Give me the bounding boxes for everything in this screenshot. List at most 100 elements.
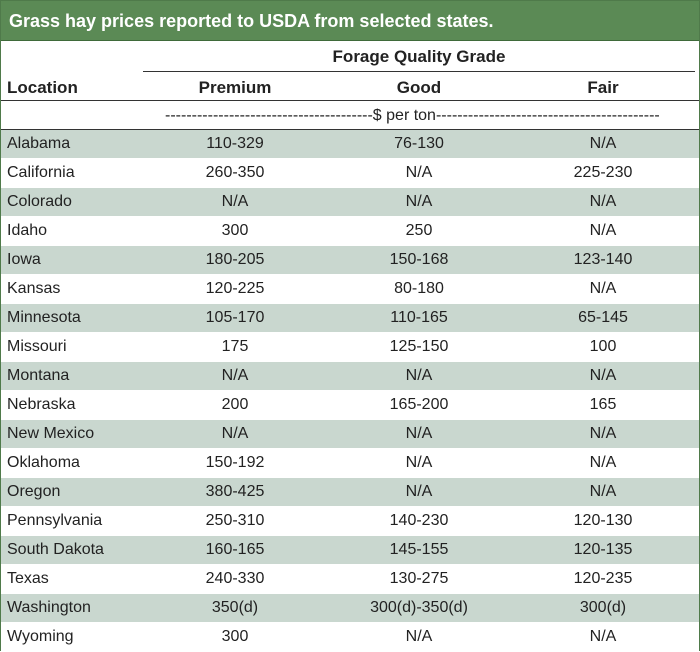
cell-location: Wyoming xyxy=(7,628,74,645)
cell-premium: N/A xyxy=(221,367,249,384)
table-row: California 260-350 N/A 225-230 xyxy=(1,159,699,188)
cell-fair: 300(d) xyxy=(579,599,627,616)
table-row: Kansas 120-225 80-180 N/A xyxy=(1,275,699,304)
cell-location: Missouri xyxy=(7,338,67,355)
cell-good: 300(d)-350(d) xyxy=(370,599,468,616)
cell-location: Oregon xyxy=(7,483,61,500)
group-header: Forage Quality Grade xyxy=(332,47,506,66)
cell-good: 80-180 xyxy=(394,280,444,297)
cell-location: California xyxy=(7,164,75,181)
cell-fair: 100 xyxy=(589,338,617,355)
table-row: Minnesota 105-170 110-165 65-145 xyxy=(1,304,699,333)
cell-good: 110-165 xyxy=(390,309,448,326)
cell-fair: 120-135 xyxy=(573,541,633,558)
cell-fair: 225-230 xyxy=(573,164,633,181)
cell-good: N/A xyxy=(405,483,433,500)
cell-location: Nebraska xyxy=(7,396,76,413)
cell-fair: 123-140 xyxy=(573,251,633,268)
column-header-good: Good xyxy=(396,78,442,97)
cell-premium: 200 xyxy=(221,396,249,413)
cell-fair: 120-130 xyxy=(573,512,633,529)
cell-premium: 150-192 xyxy=(205,454,265,471)
column-header-premium: Premium xyxy=(198,78,272,97)
table-row: Oregon 380-425 N/A N/A xyxy=(1,478,699,507)
cell-premium: 120-225 xyxy=(205,280,265,297)
table-row: Idaho 300 250 N/A xyxy=(1,217,699,246)
cell-premium: 250-310 xyxy=(205,512,265,529)
table-title: Grass hay prices reported to USDA from s… xyxy=(1,1,699,41)
table-row: New Mexico N/A N/A N/A xyxy=(1,420,699,449)
cell-good: 140-230 xyxy=(389,512,449,529)
table-row: Colorado N/A N/A N/A xyxy=(1,188,699,217)
table-row: Alabama 110-329 76-130 N/A xyxy=(1,130,699,159)
cell-premium: 350(d) xyxy=(211,599,259,616)
cell-premium: 260-350 xyxy=(205,164,265,181)
table-row: Missouri 175 125-150 100 xyxy=(1,333,699,362)
cell-location: Oklahoma xyxy=(7,454,80,471)
cell-fair: N/A xyxy=(589,193,617,210)
table-header: Forage Quality Grade Location Premium Go… xyxy=(1,41,699,101)
table-row: Wyoming 300 N/A N/A xyxy=(1,623,699,652)
cell-location: Idaho xyxy=(7,222,48,239)
cell-premium: 380-425 xyxy=(205,483,265,500)
cell-location: Washington xyxy=(7,599,91,616)
table-row: Washington 350(d) 300(d)-350(d) 300(d) xyxy=(1,594,699,623)
cell-good: 165-200 xyxy=(389,396,449,413)
table-row: Pennsylvania 250-310 140-230 120-130 xyxy=(1,507,699,536)
table-row: Oklahoma 150-192 N/A N/A xyxy=(1,449,699,478)
cell-premium: 240-330 xyxy=(205,570,265,587)
table-row: Nebraska 200 165-200 165 xyxy=(1,391,699,420)
cell-good: 145-155 xyxy=(389,541,449,558)
cell-location: Kansas xyxy=(7,280,61,297)
table-row: Iowa 180-205 150-168 123-140 xyxy=(1,246,699,275)
cell-location: Iowa xyxy=(7,251,41,268)
cell-fair: N/A xyxy=(589,135,617,152)
cell-premium: N/A xyxy=(221,193,249,210)
cell-good: N/A xyxy=(405,454,433,471)
cell-location: Alabama xyxy=(7,135,71,152)
cell-fair: N/A xyxy=(589,454,617,471)
table-body: Alabama 110-329 76-130 N/A California 260-350… xyxy=(1,130,699,652)
cell-fair: N/A xyxy=(589,367,617,384)
cell-fair: N/A xyxy=(589,280,617,297)
cell-premium: 180-205 xyxy=(205,251,265,268)
cell-good: 130-275 xyxy=(389,570,449,587)
cell-good: N/A xyxy=(405,367,433,384)
cell-premium: 300 xyxy=(221,222,249,239)
cell-good: 150-168 xyxy=(389,251,449,268)
cell-good: 250 xyxy=(405,222,433,239)
cell-location: Minnesota xyxy=(7,309,81,326)
cell-good: N/A xyxy=(405,193,433,210)
cell-premium: 300 xyxy=(221,628,249,645)
column-header-fair: Fair xyxy=(587,78,619,97)
header-rule xyxy=(1,100,699,101)
cell-premium: 110-329 xyxy=(206,135,264,152)
table-row: South Dakota 160-165 145-155 120-135 xyxy=(1,536,699,565)
cell-location: New Mexico xyxy=(7,425,95,442)
cell-location: South Dakota xyxy=(7,541,104,558)
column-header-location: Location xyxy=(7,78,78,97)
cell-fair: 65-145 xyxy=(578,309,628,326)
cell-fair: N/A xyxy=(589,628,617,645)
cell-good: N/A xyxy=(405,628,433,645)
cell-fair: N/A xyxy=(589,222,617,239)
cell-good: 76-130 xyxy=(394,135,444,152)
cell-location: Colorado xyxy=(7,193,72,210)
cell-premium: 160-165 xyxy=(205,541,265,558)
cell-fair: N/A xyxy=(589,483,617,500)
table-row: Montana N/A N/A N/A xyxy=(1,362,699,391)
units-row: ---------------------------------------$… xyxy=(1,101,699,130)
table-row: Texas 240-330 130-275 120-235 xyxy=(1,565,699,594)
cell-premium: 175 xyxy=(221,338,249,355)
cell-location: Montana xyxy=(7,367,70,384)
cell-location: Pennsylvania xyxy=(7,512,103,529)
cell-premium: 105-170 xyxy=(205,309,265,326)
cell-good: N/A xyxy=(405,164,433,181)
group-header-rule xyxy=(143,71,695,72)
cell-good: 125-150 xyxy=(389,338,449,355)
cell-fair: 165 xyxy=(589,396,617,413)
cell-location: Texas xyxy=(7,570,49,587)
cell-good: N/A xyxy=(405,425,433,442)
cell-fair: 120-235 xyxy=(573,570,633,587)
